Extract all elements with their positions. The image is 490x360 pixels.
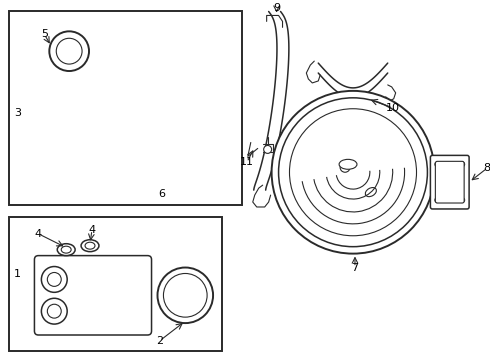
Text: 2: 2: [156, 336, 163, 346]
Circle shape: [157, 267, 213, 323]
Bar: [9, 217, 222, 351]
Text: 6: 6: [158, 189, 165, 199]
Text: 4: 4: [35, 229, 42, 239]
Circle shape: [41, 266, 67, 292]
Circle shape: [164, 274, 207, 317]
FancyBboxPatch shape: [430, 156, 469, 209]
Text: 11: 11: [240, 157, 254, 167]
Bar: [9, 12, 242, 205]
Circle shape: [435, 198, 440, 203]
Circle shape: [264, 145, 271, 153]
Ellipse shape: [339, 159, 357, 169]
Text: 3: 3: [14, 108, 21, 118]
Circle shape: [48, 304, 61, 318]
Ellipse shape: [61, 246, 71, 253]
Circle shape: [56, 38, 82, 64]
Ellipse shape: [81, 240, 99, 252]
Circle shape: [435, 162, 440, 167]
Circle shape: [279, 98, 427, 247]
Text: 10: 10: [386, 103, 400, 113]
Circle shape: [48, 273, 61, 286]
FancyBboxPatch shape: [435, 161, 464, 203]
Text: 1: 1: [14, 270, 21, 279]
Circle shape: [460, 198, 465, 203]
Text: 8: 8: [484, 163, 490, 173]
Text: 4: 4: [88, 225, 96, 235]
Text: 9: 9: [273, 3, 280, 13]
Text: 5: 5: [41, 29, 48, 39]
Ellipse shape: [57, 244, 75, 256]
Circle shape: [271, 91, 434, 254]
Ellipse shape: [366, 188, 376, 197]
Ellipse shape: [85, 242, 95, 249]
Circle shape: [290, 109, 416, 236]
Text: 7: 7: [351, 262, 359, 273]
Circle shape: [460, 162, 465, 167]
Circle shape: [340, 162, 350, 172]
FancyBboxPatch shape: [34, 256, 151, 335]
Circle shape: [41, 298, 67, 324]
Circle shape: [49, 31, 89, 71]
